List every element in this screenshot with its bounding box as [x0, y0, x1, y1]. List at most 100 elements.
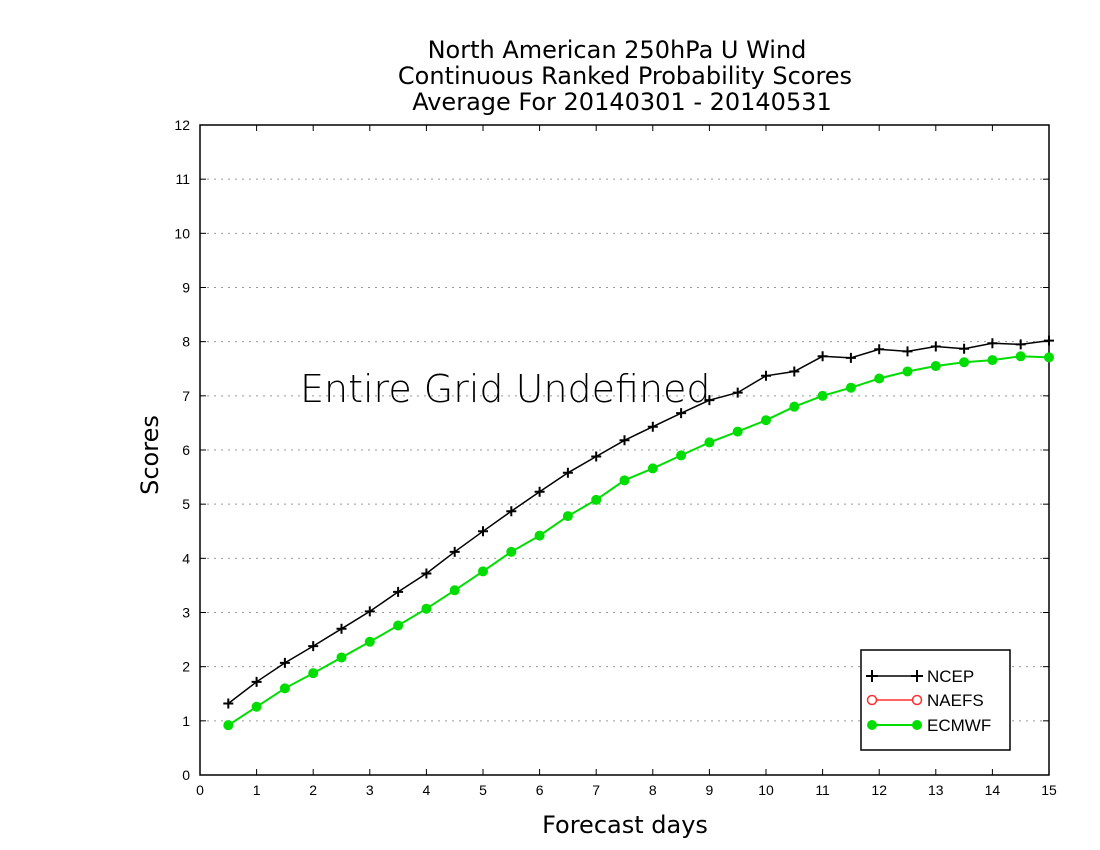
x-tick-label-6: 6 — [536, 782, 544, 798]
point-ecmwf-1 — [251, 701, 262, 712]
x-tick-label-12: 12 — [871, 782, 887, 798]
point-ecmwf-3 — [308, 668, 319, 679]
point-ecmwf-29 — [1044, 352, 1054, 363]
point-ecmwf-27 — [987, 355, 998, 366]
y-tick-label-7: 7 — [182, 388, 190, 404]
gridlines — [200, 178, 1049, 722]
legend-marker-naefs-1 — [866, 694, 878, 706]
point-ecmwf-25 — [930, 361, 941, 372]
chart-annotation: Entire Grid Undefined — [300, 367, 711, 411]
point-ncep-22 — [845, 352, 856, 363]
point-ecmwf-5 — [364, 636, 375, 647]
point-ncep-2 — [279, 657, 290, 668]
point-ncep-6 — [393, 586, 404, 597]
point-ncep-3 — [308, 641, 319, 652]
point-ncep-19 — [761, 370, 771, 381]
point-ncep-7 — [421, 568, 432, 579]
chart-title-line-2: Continuous Ranked Probability Scores — [398, 62, 852, 90]
x-tick-label-13: 13 — [928, 782, 944, 798]
point-ecmwf-6 — [393, 620, 404, 631]
point-ncep-21 — [817, 351, 828, 362]
point-ecmwf-13 — [591, 494, 602, 505]
point-ncep-8 — [449, 546, 460, 557]
point-ecmwf-21 — [817, 390, 828, 401]
x-tick-label-9: 9 — [706, 782, 714, 798]
x-tick-label-5: 5 — [479, 782, 487, 798]
point-ncep-13 — [591, 451, 602, 462]
y-tick-label-3: 3 — [182, 605, 190, 621]
point-ncep-14 — [619, 435, 630, 446]
y-axis-label: Scores — [136, 415, 164, 495]
point-ncep-12 — [562, 467, 573, 478]
point-ecmwf-20 — [789, 401, 800, 412]
point-ecmwf-2 — [279, 683, 290, 694]
point-ncep-11 — [534, 486, 545, 497]
y-tick-label-5: 5 — [182, 496, 190, 512]
legend-marker-ncep-1 — [866, 670, 878, 682]
point-ecmwf-15 — [647, 463, 658, 474]
y-tick-label-10: 10 — [174, 225, 190, 241]
x-tick-label-15: 15 — [1041, 782, 1057, 798]
point-ncep-20 — [789, 366, 800, 377]
point-ecmwf-17 — [704, 437, 715, 448]
y-tick-label-2: 2 — [182, 659, 190, 675]
chart-title-line-3: Average For 20140301 - 20140531 — [412, 88, 832, 116]
legend-marker-ncep-2 — [911, 670, 923, 682]
point-ncep-17 — [704, 395, 715, 406]
x-tick-label-14: 14 — [985, 782, 1001, 798]
point-ecmwf-16 — [676, 450, 687, 461]
point-ecmwf-7 — [421, 603, 432, 614]
x-axis: 0 1 2 3 4 5 6 7 8 9 10 11 12 13 14 15 — [196, 125, 1057, 798]
legend-label-naefs: NAEFS — [927, 691, 984, 710]
point-ecmwf-22 — [845, 382, 856, 393]
point-ncep-25 — [930, 341, 941, 352]
point-ncep-5 — [364, 606, 375, 617]
x-axis-label: Forecast days — [542, 811, 708, 839]
y-tick-label-0: 0 — [182, 767, 190, 783]
point-ncep-10 — [506, 506, 517, 517]
x-tick-label-10: 10 — [758, 782, 774, 798]
point-ecmwf-12 — [562, 511, 573, 522]
point-ecmwf-4 — [336, 652, 347, 663]
x-tick-label-2: 2 — [309, 782, 317, 798]
point-ecmwf-8 — [449, 585, 460, 596]
point-ncep-0 — [223, 698, 234, 709]
point-ncep-26 — [959, 343, 970, 354]
x-tick-label-7: 7 — [592, 782, 600, 798]
point-ncep-16 — [676, 408, 687, 419]
y-tick-label-11: 11 — [175, 171, 190, 187]
y-tick-label-12: 12 — [174, 117, 190, 133]
point-ecmwf-26 — [959, 357, 970, 368]
chart-title: North American 250hPa U Wind Continuous … — [398, 36, 852, 116]
legend-marker-ecmwf-1 — [867, 720, 877, 730]
legend-label-ncep: NCEP — [927, 667, 974, 686]
y-tick-label-1: 1 — [182, 713, 190, 729]
y-tick-label-6: 6 — [182, 442, 190, 458]
x-tick-label-3: 3 — [366, 782, 374, 798]
x-tick-label-1: 1 — [253, 782, 261, 798]
point-ncep-9 — [478, 526, 488, 537]
point-ncep-28 — [1015, 339, 1026, 350]
x-tick-label-8: 8 — [649, 782, 657, 798]
point-ecmwf-28 — [1015, 351, 1026, 362]
point-ncep-1 — [251, 676, 262, 687]
point-ecmwf-18 — [732, 426, 743, 437]
x-tick-label-4: 4 — [423, 782, 431, 798]
x-tick-label-0: 0 — [196, 782, 204, 798]
point-ecmwf-0 — [223, 720, 234, 731]
point-ecmwf-10 — [506, 546, 517, 557]
point-ncep-23 — [874, 344, 885, 355]
legend-marker-naefs-2 — [911, 694, 923, 706]
series-layer — [223, 335, 1054, 731]
chart-title-line-1: North American 250hPa U Wind — [428, 36, 807, 64]
legend-label-ecmwf: ECMWF — [927, 716, 991, 735]
point-ecmwf-23 — [874, 373, 885, 384]
point-ncep-24 — [902, 346, 913, 357]
y-tick-label-9: 9 — [182, 280, 190, 296]
point-ecmwf-14 — [619, 475, 630, 486]
point-ncep-29 — [1044, 335, 1054, 346]
point-ncep-4 — [336, 623, 347, 634]
y-tick-label-4: 4 — [182, 550, 190, 566]
point-ecmwf-9 — [478, 566, 488, 577]
